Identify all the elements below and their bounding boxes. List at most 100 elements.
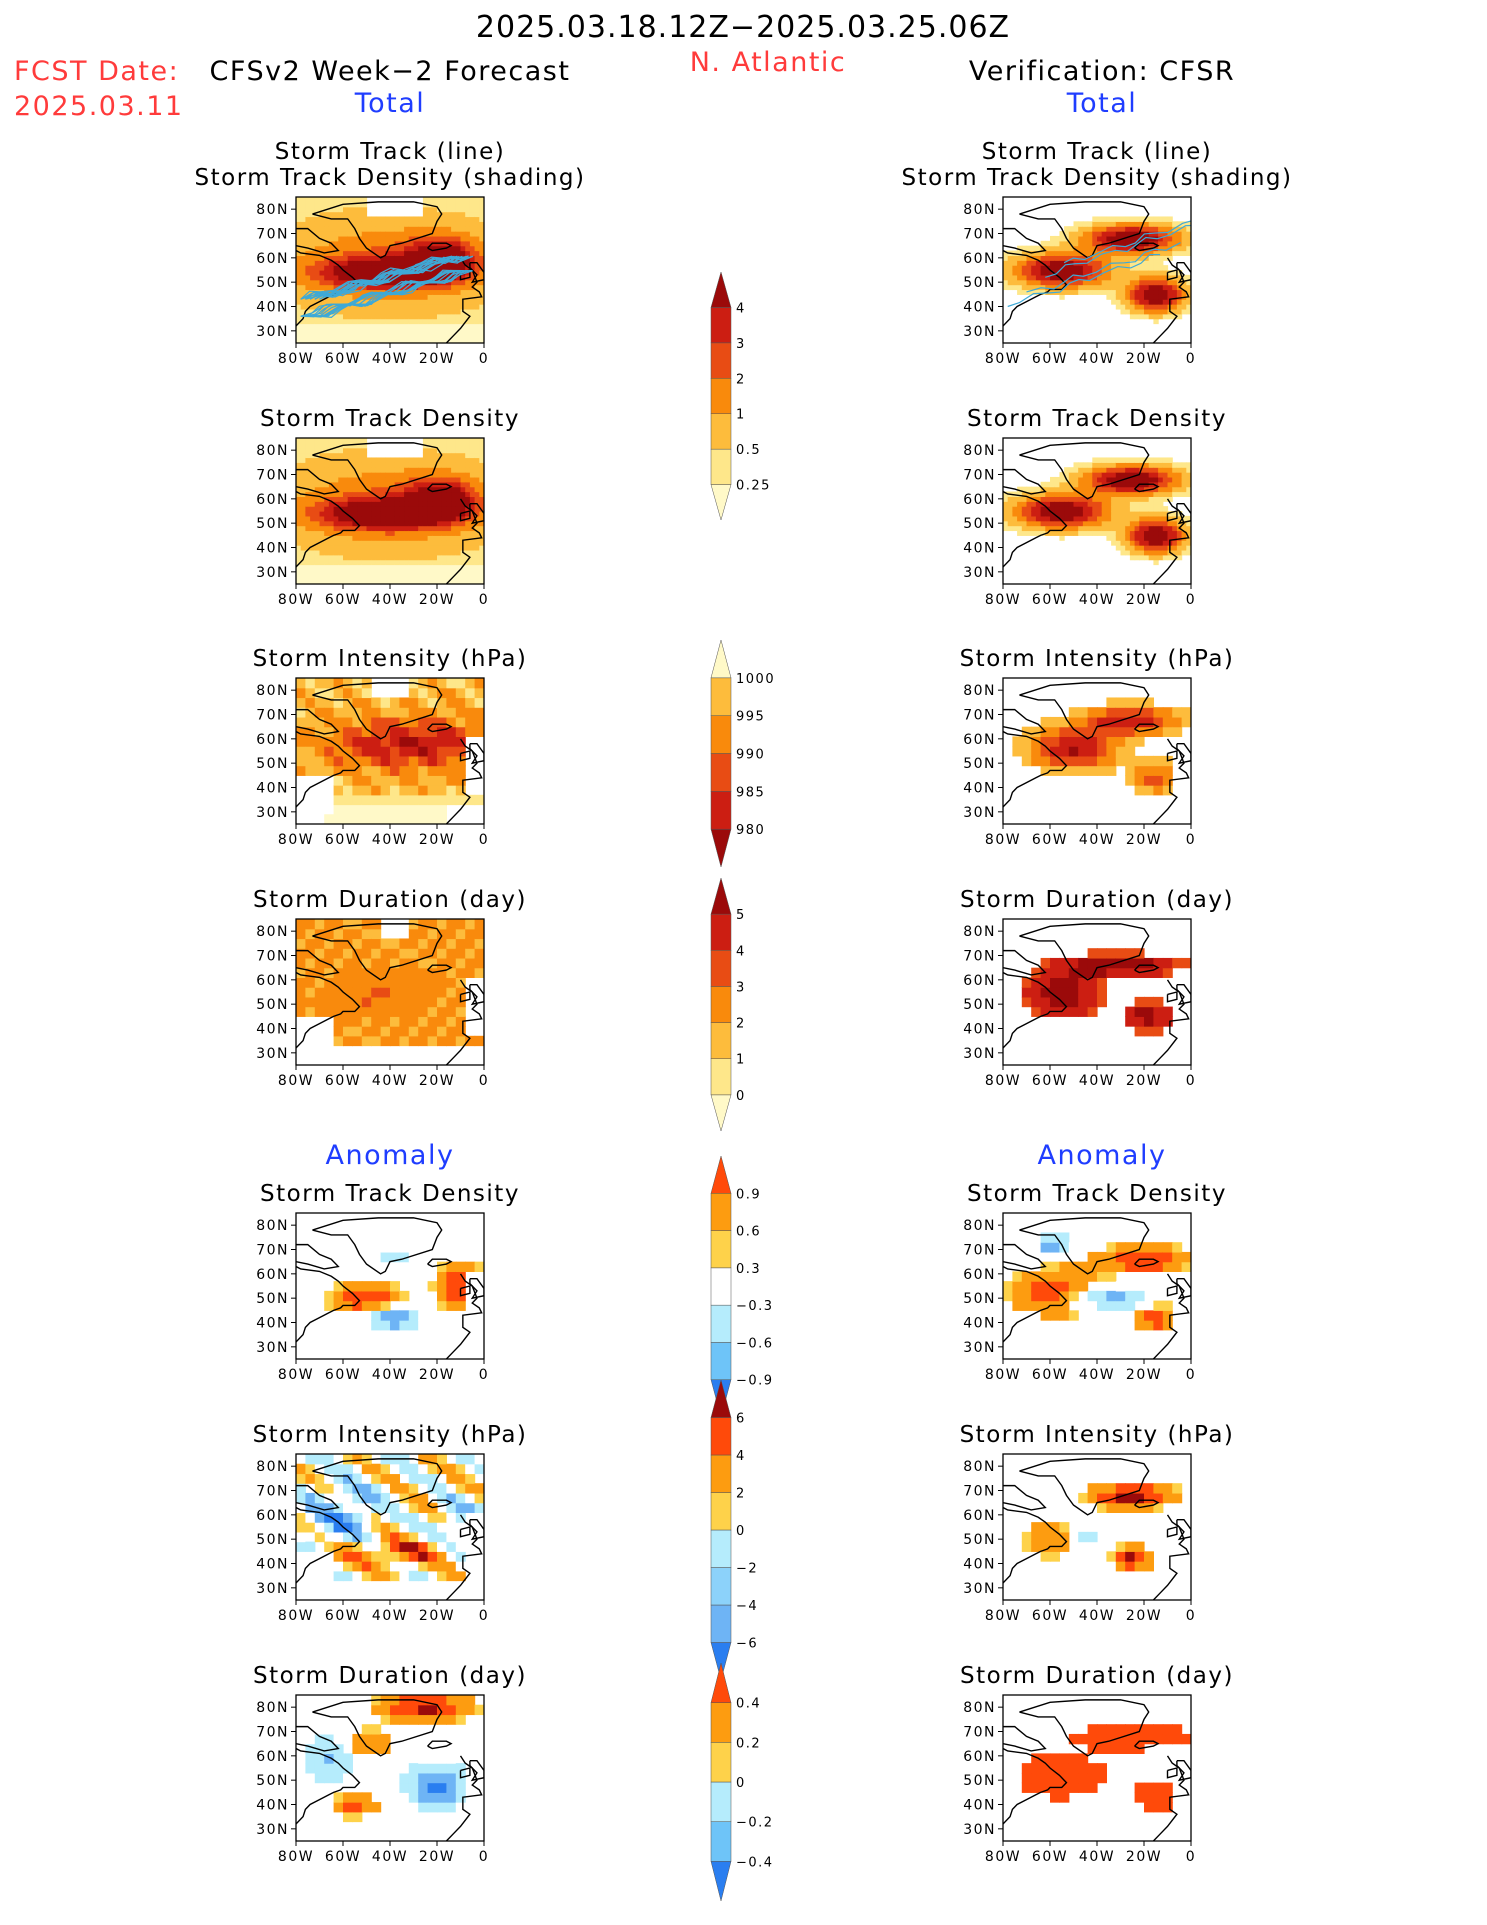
heatmap-cell [347,530,353,536]
heatmap-cell [437,245,443,252]
heatmap-cell [437,1454,447,1465]
heatmap-cell [352,501,358,507]
heatmap-cell [413,255,419,261]
heatmap-cell [1068,501,1075,507]
heatmap-cell [1031,486,1037,493]
heatmap-cell [1153,554,1159,561]
heatmap-cell [474,289,480,295]
heatmap-cell [1162,525,1169,532]
heatmap-cell [1087,707,1098,718]
heatmap-cell [296,948,306,959]
heatmap-cell [404,338,410,343]
heatmap-cell [446,1502,457,1513]
heatmap-cell [333,564,339,570]
heatmap-cell [1059,235,1065,242]
x-tick-label: 20W [419,832,455,848]
heatmap-cell [474,540,480,546]
heatmap-cell [300,535,306,541]
x-tick-label: 0 [1186,832,1196,848]
heatmap-cell [1153,726,1164,737]
heatmap-cell [328,235,335,242]
heatmap-cell [347,506,353,512]
heatmap-cell [333,1570,344,1582]
heatmap-cell [1125,535,1131,541]
heatmap-cell [437,216,443,222]
heatmap-cell [310,245,316,252]
heatmap-cell [1120,240,1126,247]
heatmap-cell [1097,530,1103,536]
heatmap-cell [390,496,396,502]
heatmap-cell [441,438,447,444]
heatmap-cell [352,481,358,488]
heatmap-cell [469,201,476,208]
y-tick-label: 30N [256,805,289,821]
heatmap-cell [357,564,363,570]
heatmap-cell [1026,250,1032,256]
heatmap-cell [446,447,452,454]
heatmap-cell [1040,736,1051,747]
heatmap-cell [1186,462,1191,468]
heatmap-cell [1153,318,1159,325]
heatmap-cell [441,442,447,449]
heatmap-cell [455,1483,466,1494]
heatmap-cell [399,775,410,786]
heatmap-cell [319,221,325,227]
heatmap-cell [1078,987,1089,998]
heatmap-cell [371,240,377,247]
x-tick-label: 20W [419,592,455,608]
heatmap-cell [1153,491,1159,497]
heatmap-cell [390,1035,400,1047]
heatmap-cell [446,919,457,930]
heatmap-cell [394,501,400,507]
heatmap-cell [1092,506,1098,512]
heatmap-cell [418,1310,429,1321]
heatmap-cell [296,447,302,454]
heatmap-cell [441,476,447,483]
heatmap-cell [361,1016,372,1027]
heatmap-cell [418,569,424,575]
heatmap-cell [1068,265,1075,271]
heatmap-cell [446,678,457,689]
x-tick-label: 20W [419,351,455,367]
heatmap-cell [1153,462,1159,468]
heatmap-cell [446,1281,457,1292]
coast-path [1134,964,1160,974]
heatmap-cell [1017,289,1023,295]
heatmap-cell [357,481,363,488]
heatmap-cell [1059,476,1065,483]
heatmap-cell [437,1463,447,1475]
heatmap-cell [352,250,358,256]
heatmap-cell [1078,520,1084,527]
heatmap-cell [441,457,447,463]
heatmap-cell [347,559,353,566]
heatmap-cell [1050,520,1056,527]
y-tick-label: 50N [256,516,289,532]
heatmap-cell [366,520,372,527]
heatmap-cell [328,515,335,522]
heatmap-cell [455,299,462,305]
heatmap-cell [338,486,344,493]
heatmap-cell [333,919,344,930]
heatmap-cell [361,716,372,728]
heatmap-cell [451,506,457,512]
heatmap-cell [347,574,353,580]
heatmap-cell [338,559,344,566]
heatmap-cell [352,948,363,959]
heatmap-cell [338,569,344,575]
heatmap-cell [446,967,457,978]
heatmap-cell [314,574,321,580]
heatmap-cell [333,687,344,699]
heatmap-cell [1162,1261,1173,1272]
heatmap-cell [465,967,476,978]
heatmap-cell [469,323,476,329]
heatmap-cell [1181,231,1187,237]
y-tick-label: 30N [963,1340,996,1356]
heatmap-cell [1129,525,1136,532]
heatmap-cell [1139,506,1145,512]
heatmap-cell [1129,216,1136,222]
heatmap-cell [418,313,424,320]
heatmap-cell [371,476,377,483]
heatmap-cell [352,294,358,300]
heatmap-cell [455,564,462,570]
heatmap-cell [385,260,391,266]
